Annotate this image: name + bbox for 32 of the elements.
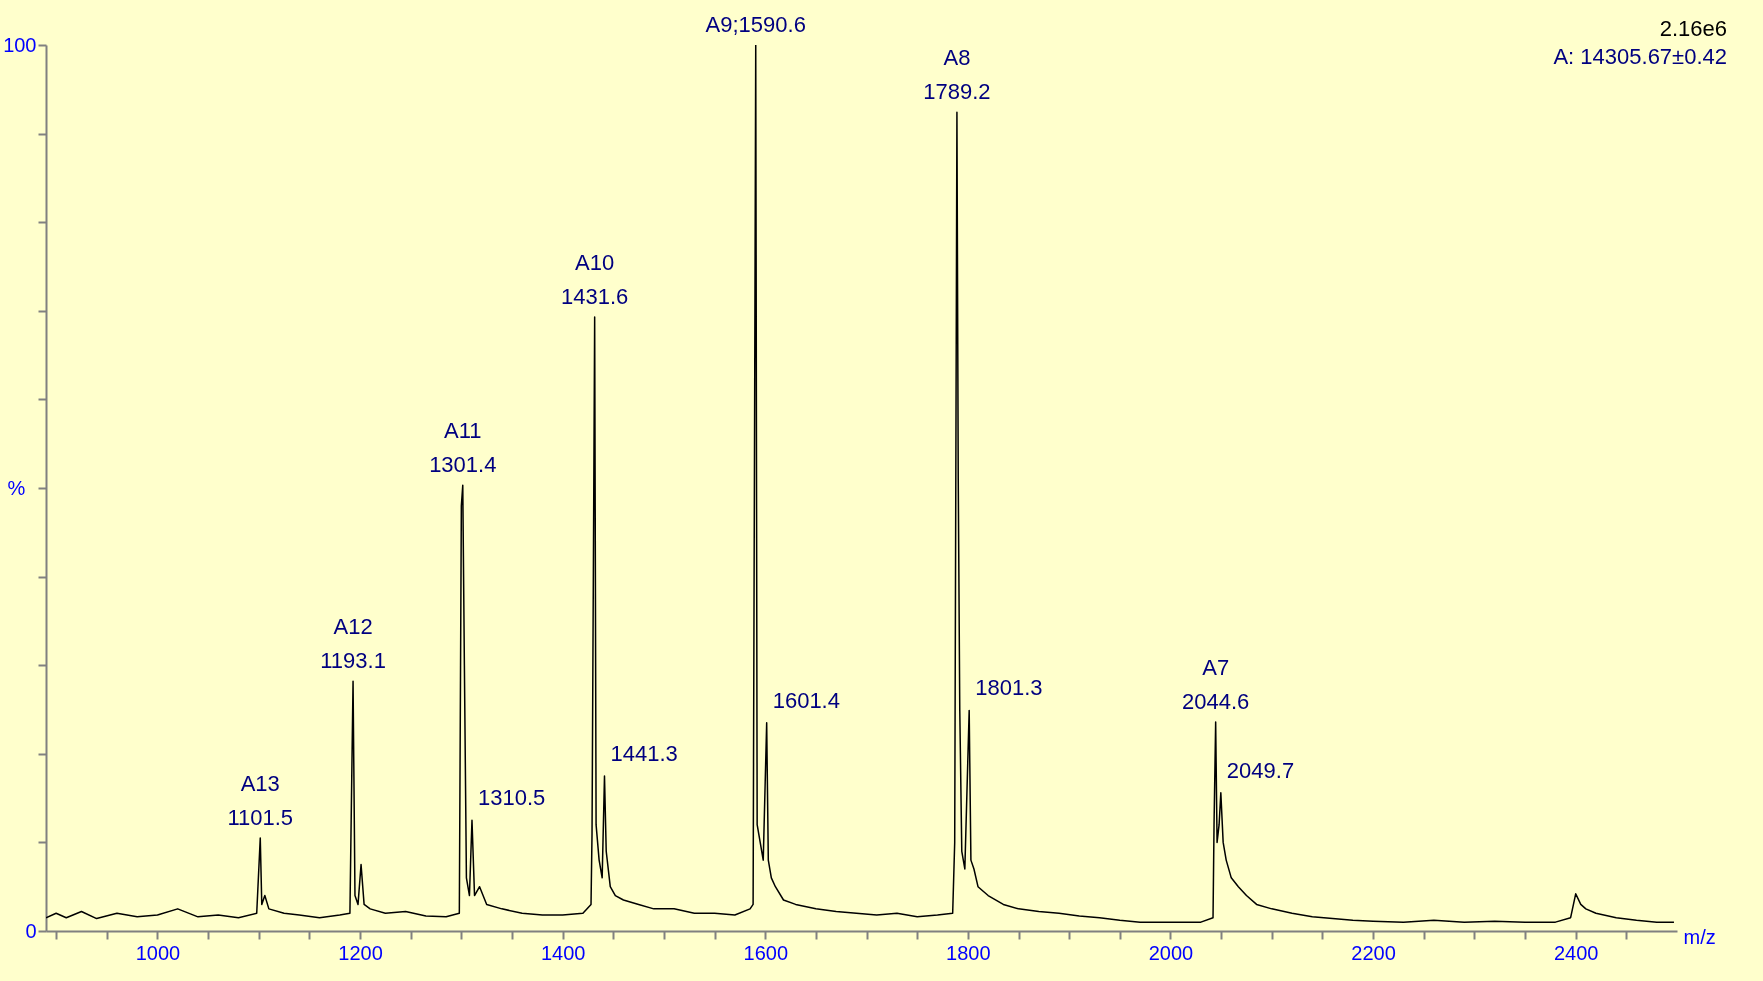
annotation: 1301.4: [429, 452, 497, 478]
annotation: A: 14305.67±0.42: [1553, 44, 1727, 69]
y-tick-label: 100: [3, 33, 37, 56]
annotation: 1601.4: [772, 687, 840, 713]
x-tick-label: 1000: [135, 941, 181, 964]
x-tick-label: 1200: [338, 941, 383, 964]
annotation: A7: [1202, 654, 1230, 680]
annotation: A12: [333, 614, 373, 640]
annotation: 1310.5: [477, 785, 546, 811]
annotation: A11: [444, 418, 482, 444]
annotation: A13: [240, 770, 280, 796]
y-tick-label: 0: [25, 919, 37, 942]
x-tick-label: 2200: [1351, 941, 1396, 964]
x-axis-title: m/z: [1683, 925, 1716, 948]
annotation: 1801.3: [975, 675, 1043, 701]
x-tick-label: 1800: [946, 941, 991, 964]
annotation: A10: [575, 250, 615, 275]
x-tick-label: 1600: [743, 941, 789, 964]
x-tick-label: 1400: [540, 941, 586, 964]
annotation: A9;1590.6: [705, 12, 806, 37]
text: 2.16e6: [1659, 16, 1727, 41]
annotation: 2049.7: [1226, 757, 1295, 783]
x-tick-label: 2000: [1148, 941, 1194, 964]
annotation: 1101.5: [227, 804, 294, 830]
annotation: 1441.3: [610, 740, 678, 766]
annotation: 1193.1: [320, 648, 386, 674]
annotation: A8: [943, 45, 971, 71]
y-axis-title: %: [7, 476, 26, 499]
annotation: 2044.6: [1182, 688, 1250, 714]
x-tick-label: 2400: [1553, 941, 1599, 964]
annotation: 1431.6: [561, 284, 629, 309]
annotation: 1789.2: [923, 79, 991, 105]
